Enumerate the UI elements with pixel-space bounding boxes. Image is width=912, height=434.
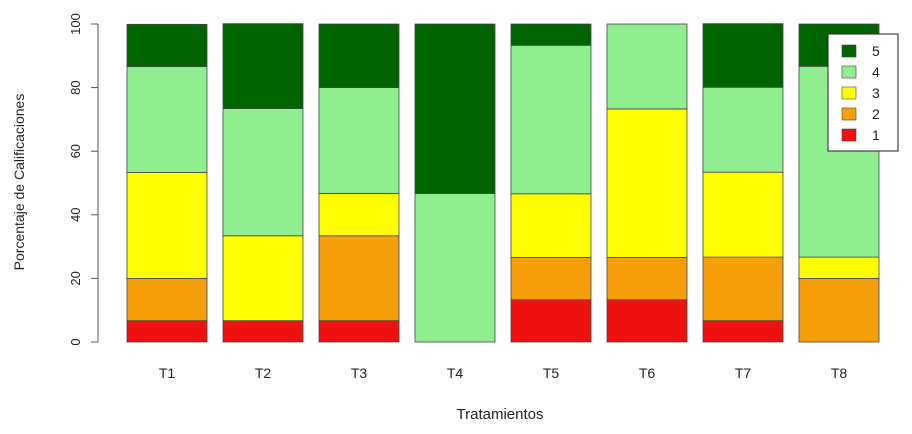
bar-segment-T7-level-2 bbox=[702, 256, 784, 322]
bar-segment-T6-level-3 bbox=[606, 108, 688, 258]
legend-swatch-5 bbox=[841, 44, 857, 58]
legend-swatch-2 bbox=[841, 107, 857, 121]
x-tick-label: T5 bbox=[543, 365, 560, 381]
legend-swatch-3 bbox=[841, 86, 857, 100]
bar-segment-T5-level-2 bbox=[510, 257, 592, 301]
x-axis-tick-labels: T1 T2 T3 T4 T5 T6 T7 T8 bbox=[159, 365, 848, 381]
x-tick-label: T7 bbox=[735, 365, 752, 381]
bar-segment-T4-level-5 bbox=[414, 23, 496, 194]
bar-segment-T6-level-1 bbox=[606, 299, 688, 343]
y-tick-label: 40 bbox=[68, 208, 83, 222]
bar-segment-T2-level-5 bbox=[222, 23, 304, 109]
bar-segment-T5-level-3 bbox=[510, 193, 592, 258]
bar-segment-T3-level-5 bbox=[318, 23, 400, 88]
legend-swatch-1 bbox=[841, 128, 857, 142]
legend: 5 4 3 2 1 bbox=[827, 33, 899, 152]
bar-segment-T1-level-5 bbox=[126, 23, 208, 68]
x-tick-label: T8 bbox=[831, 365, 848, 381]
bar-segment-T3-level-4 bbox=[318, 87, 400, 194]
bar-segment-T7-level-3 bbox=[702, 171, 784, 258]
bar-segment-T5-level-1 bbox=[510, 299, 592, 343]
bar-segment-T2-level-1 bbox=[222, 320, 304, 343]
y-tick-label: 100 bbox=[68, 13, 83, 35]
bar-segment-T2-level-3 bbox=[222, 235, 304, 322]
bar-segment-T1-level-3 bbox=[126, 172, 208, 279]
bar-segment-T3-level-1 bbox=[318, 320, 400, 343]
bar-segment-T6-level-2 bbox=[606, 257, 688, 301]
legend-label-2: 2 bbox=[872, 106, 880, 122]
bar-segment-T7-level-1 bbox=[702, 320, 784, 343]
bar-segment-T1-level-4 bbox=[126, 66, 208, 173]
legend-label-4: 4 bbox=[872, 64, 880, 80]
bar-segment-T8-level-2 bbox=[798, 277, 880, 343]
x-tick-label: T4 bbox=[447, 365, 464, 381]
bar-segment-T3-level-3 bbox=[318, 193, 400, 237]
y-tick-label: 60 bbox=[68, 144, 83, 158]
legend-label-5: 5 bbox=[872, 43, 880, 59]
x-tick-label: T6 bbox=[639, 365, 656, 381]
bar-segment-T3-level-2 bbox=[318, 235, 400, 322]
bar-segment-T1-level-2 bbox=[126, 277, 208, 322]
y-tick-label: 20 bbox=[68, 271, 83, 285]
legend-label-1: 1 bbox=[872, 127, 880, 143]
x-tick-label: T2 bbox=[255, 365, 272, 381]
bar-segment-T5-level-4 bbox=[510, 44, 592, 195]
y-tick-label: 80 bbox=[68, 80, 83, 94]
legend-label-3: 3 bbox=[872, 85, 880, 101]
bar-segment-T8-level-3 bbox=[798, 256, 880, 279]
y-tick-label: 0 bbox=[68, 338, 83, 345]
bar-segment-T2-level-4 bbox=[222, 108, 304, 237]
bar-segment-T4-level-4 bbox=[414, 193, 496, 343]
bar-segment-T5-level-5 bbox=[510, 23, 592, 46]
legend-box bbox=[827, 33, 899, 152]
bar-segment-T6-level-4 bbox=[606, 23, 688, 110]
bar-segment-T1-level-1 bbox=[126, 320, 208, 343]
x-axis-label: Tratamientos bbox=[457, 406, 544, 423]
legend-swatch-4 bbox=[841, 65, 857, 79]
x-tick-label: T1 bbox=[159, 365, 176, 381]
x-tick-label: T3 bbox=[351, 365, 368, 381]
y-axis: 0 20 40 60 80 100 bbox=[68, 13, 99, 346]
bar-segment-T7-level-4 bbox=[702, 86, 784, 173]
y-axis-label: Porcentaje de Calificaciones bbox=[11, 94, 27, 271]
bar-segment-T7-level-5 bbox=[702, 23, 784, 88]
bars bbox=[126, 23, 880, 343]
